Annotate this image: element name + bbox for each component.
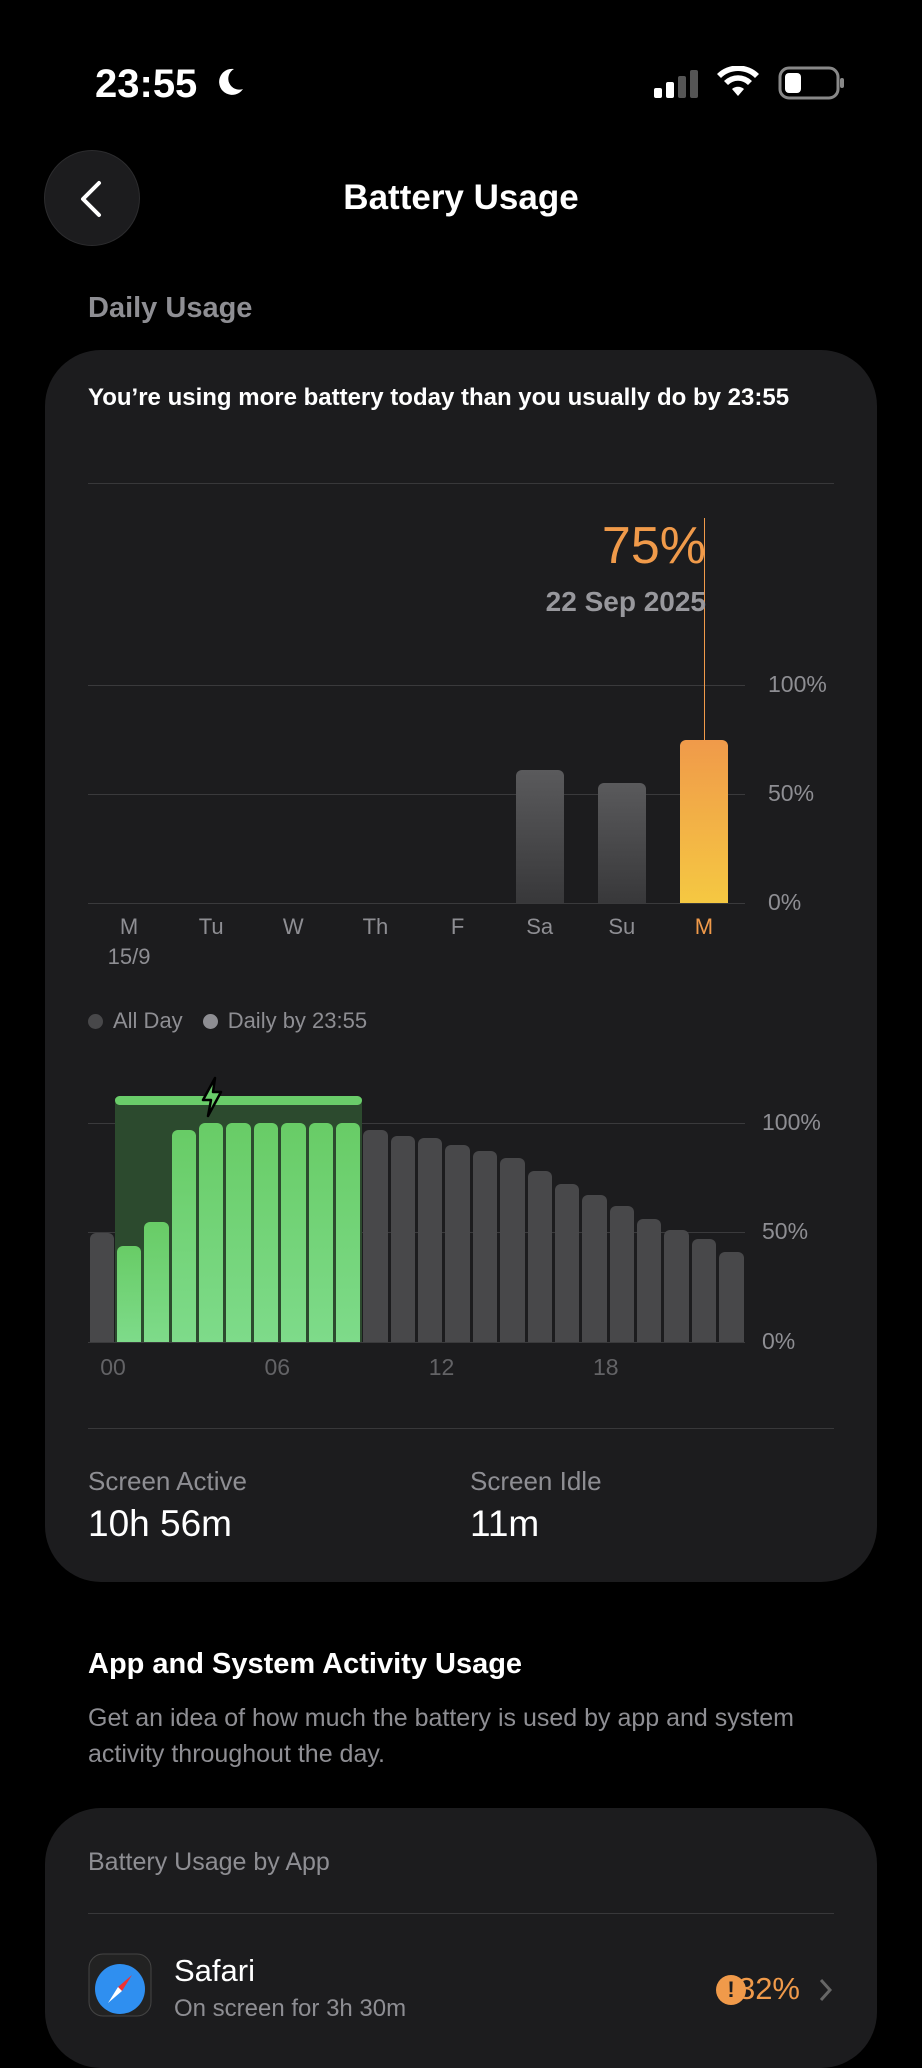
hour-bar[interactable]: [281, 1123, 306, 1342]
selected-date: 22 Sep 2025: [545, 586, 706, 617]
app-name: Safari: [174, 1953, 255, 1988]
hour-label: 00: [100, 1354, 126, 1380]
activity-title: App and System Activity Usage: [88, 1648, 523, 1680]
hour-bar[interactable]: [527, 1171, 552, 1342]
wifi-icon: [717, 66, 759, 96]
hour-bar[interactable]: [363, 1129, 388, 1342]
app-detail: On screen for 3h 30m: [174, 1995, 407, 2022]
back-button[interactable]: [44, 150, 140, 246]
day-bar[interactable]: [515, 770, 564, 903]
selection-line: [703, 518, 705, 740]
hour-bar[interactable]: [171, 1129, 196, 1342]
screen-active-label: Screen Active: [88, 1466, 247, 1496]
y-tick-label: 100%: [762, 1109, 821, 1135]
hour-label: 06: [264, 1354, 291, 1380]
hour-bar[interactable]: [609, 1206, 634, 1342]
y-tick-label: 50%: [768, 780, 815, 806]
section-title-daily-usage: Daily Usage: [88, 292, 253, 324]
activity-description: Get an idea of how much the battery is u…: [88, 1704, 794, 1768]
day-label[interactable]: W: [282, 914, 304, 939]
legend-label: All Day: [113, 1008, 183, 1033]
hour-bar[interactable]: [89, 1232, 114, 1342]
day-bar[interactable]: [597, 783, 646, 903]
hour-bar[interactable]: [335, 1123, 361, 1342]
legend-dot: [202, 1014, 218, 1029]
hour-bar[interactable]: [664, 1230, 689, 1342]
status-time: 23:55: [95, 62, 198, 106]
hour-bar[interactable]: [418, 1138, 443, 1342]
hour-bar[interactable]: [199, 1123, 224, 1342]
day-label[interactable]: F: [450, 914, 465, 939]
legend-dot: [88, 1014, 103, 1029]
day-label[interactable]: Su: [608, 914, 636, 939]
hour-bar[interactable]: [445, 1144, 470, 1342]
divider: [88, 1428, 834, 1429]
selected-value: 75%: [601, 517, 706, 575]
daily-usage-card: [45, 350, 877, 1582]
gridline: [88, 685, 745, 686]
hour-bar[interactable]: [554, 1184, 580, 1342]
divider: [88, 483, 834, 484]
legend-all-day[interactable]: All Day: [88, 1008, 183, 1034]
gridline: [88, 794, 745, 795]
day-bar[interactable]: [679, 739, 728, 903]
screen-idle-label: Screen Idle: [470, 1466, 602, 1496]
day-label[interactable]: M: [119, 914, 139, 939]
battery-icon: [778, 66, 844, 100]
y-tick-label: 0%: [768, 889, 802, 915]
usage-message: You’re using more battery today than you…: [88, 384, 790, 411]
hour-bar[interactable]: [472, 1151, 498, 1342]
legend-label: Daily by 23:55: [227, 1008, 368, 1033]
hour-bar[interactable]: [637, 1219, 662, 1342]
day-label[interactable]: Sa: [526, 914, 554, 939]
gridline: [88, 1232, 745, 1233]
gridline: [88, 1342, 745, 1343]
chevron-right-icon: [819, 1978, 833, 2002]
gridline: [88, 1123, 745, 1124]
hour-label: 12: [428, 1354, 455, 1380]
charging-bolt-icon: [201, 1076, 223, 1118]
safari-icon: [88, 1953, 152, 2017]
hour-bar[interactable]: [691, 1239, 717, 1342]
cellular-signal-icon: [654, 70, 698, 98]
gridline: [88, 903, 745, 904]
charging-bar: [115, 1096, 362, 1105]
hour-bar[interactable]: [582, 1195, 607, 1342]
hour-bar[interactable]: [500, 1158, 525, 1342]
legend-daily-by[interactable]: Daily by 23:55: [202, 1008, 368, 1034]
apps-title: Battery Usage by App: [88, 1848, 330, 1876]
hour-bar[interactable]: [308, 1123, 333, 1342]
y-tick-label: 0%: [762, 1328, 796, 1354]
y-tick-label: 100%: [768, 671, 827, 697]
screen-idle-value: 11m: [470, 1503, 540, 1544]
day-label[interactable]: M: [694, 914, 714, 939]
page-title: Battery Usage: [343, 178, 579, 217]
day-label[interactable]: Tu: [198, 914, 224, 939]
moon-icon: [219, 68, 243, 95]
screen-active-value: 10h 56m: [88, 1503, 232, 1544]
y-tick-label: 50%: [762, 1218, 809, 1244]
day-label[interactable]: Th: [362, 914, 389, 939]
hour-label: 18: [592, 1354, 619, 1380]
chevron-left-icon: [81, 181, 101, 217]
chart-legend: All Day Daily by 23:55: [88, 1008, 367, 1034]
app-percent: 32%: [737, 1971, 800, 2006]
hour-bar[interactable]: [253, 1123, 279, 1342]
hour-bar[interactable]: [390, 1136, 415, 1342]
hour-bar[interactable]: [144, 1221, 169, 1342]
hour-bar[interactable]: [226, 1123, 251, 1342]
hour-bar[interactable]: [116, 1245, 142, 1342]
hour-bar[interactable]: [719, 1252, 744, 1342]
app-row-safari[interactable]: Safari On screen for 3h 30m ! 32%: [88, 1953, 834, 2033]
day-sublabel: 15/9: [107, 944, 151, 969]
divider: [88, 1913, 834, 1914]
